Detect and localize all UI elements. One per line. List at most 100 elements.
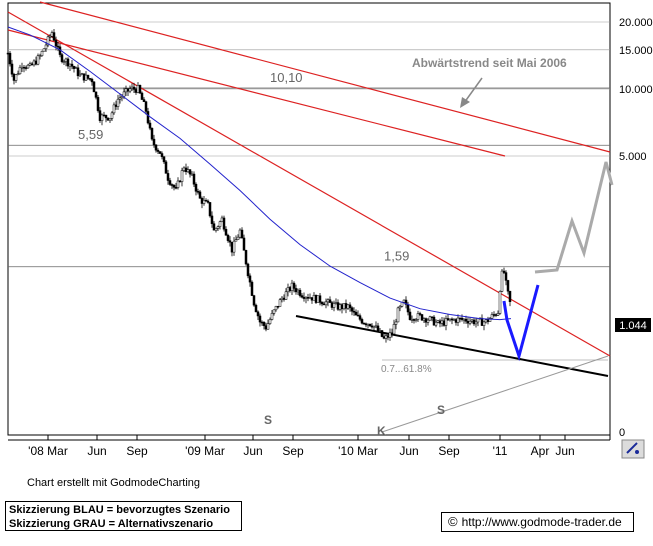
moving-average-line: [7, 26, 512, 321]
candle-body: [116, 98, 120, 107]
candle-body: [306, 297, 310, 299]
candle-body: [48, 36, 52, 38]
candle-body: [44, 44, 48, 50]
candle-body: [318, 295, 322, 303]
trend-arrow: [460, 77, 483, 108]
x-tick-label: Jun: [399, 444, 418, 458]
candle-body: [138, 85, 142, 94]
candle-body: [130, 86, 134, 89]
candle-body: [368, 323, 372, 327]
candle-body: [248, 275, 252, 283]
candle-body: [200, 198, 204, 204]
candle-body: [282, 297, 286, 300]
candle-body: [68, 63, 72, 67]
candle-body: [198, 191, 202, 199]
candle-body: [456, 317, 460, 323]
candle-body: [340, 304, 344, 310]
x-tick-label: Sep: [438, 444, 460, 458]
candle-body: [308, 297, 312, 299]
horizontal-levels: 10,10 5,59 1,59: [8, 70, 610, 361]
y-tick-label: 5.000: [619, 151, 647, 163]
y-axis-ticks: 20.000 15.000 10.000 5.000 0: [8, 17, 653, 439]
candle-body: [436, 320, 440, 323]
candle-body: [192, 173, 196, 185]
candle-body: [448, 318, 452, 321]
x-tick-label: '09 Mar: [185, 444, 225, 458]
pattern-s2-label: S: [437, 403, 445, 417]
candle-body: [388, 332, 392, 338]
candle-body: [310, 297, 314, 301]
candle-body: [8, 52, 12, 65]
candle-body: [418, 313, 422, 315]
candle-body: [216, 226, 220, 229]
downtrend-line-upper: [39, 1, 611, 153]
candle-body: [396, 307, 400, 323]
pencil-icon: [626, 442, 638, 454]
source-url[interactable]: http://www.godmode-trader.de: [461, 515, 622, 529]
candle-body: [66, 58, 70, 67]
candle-body: [492, 314, 496, 316]
x-tick-label: Jun: [555, 444, 574, 458]
candle-body: [134, 89, 138, 93]
candle-body: [272, 309, 276, 314]
candle-body: [458, 317, 462, 320]
candle-body: [210, 215, 214, 224]
candle-body: [424, 318, 428, 323]
candle-body: [324, 301, 328, 306]
candle-body: [148, 122, 152, 129]
candle-body: [238, 229, 242, 238]
candle-body: [360, 319, 364, 324]
candle-body: [430, 316, 434, 319]
candle-body: [270, 313, 274, 320]
candle-body: [442, 320, 446, 326]
candle-body: [392, 324, 396, 335]
candle-body: [410, 319, 414, 321]
candle-body: [276, 305, 280, 308]
candle-body: [62, 61, 66, 63]
candle-body: [160, 153, 164, 157]
candle-body: [484, 319, 488, 323]
candle-body: [358, 315, 362, 320]
source-url-box[interactable]: © http://www.godmode-trader.de: [441, 512, 634, 532]
level-label: 5,59: [78, 127, 103, 142]
trend-label: Abwärtstrend seit Mai 2006: [412, 56, 567, 70]
candle-body: [222, 217, 226, 230]
candle-body: [18, 66, 22, 75]
candle-body: [278, 299, 282, 307]
candle-body: [204, 200, 208, 202]
candle-body: [420, 314, 424, 321]
candle-body: [498, 291, 502, 314]
candle-body: [266, 323, 270, 330]
candle-body: [476, 318, 480, 323]
price-candles: [6, 29, 512, 343]
copyright-icon: ©: [448, 514, 458, 529]
candle-body: [180, 170, 184, 182]
candle-body: [120, 96, 124, 99]
candle-body: [298, 289, 302, 296]
candle-body: [64, 58, 68, 62]
candle-body: [168, 180, 172, 185]
candle-body: [260, 321, 264, 324]
candle-body: [500, 270, 504, 292]
candle-body: [230, 241, 234, 253]
candle-body: [86, 74, 90, 79]
candle-body: [82, 73, 86, 81]
candle-body: [378, 330, 382, 332]
candle-body: [128, 88, 132, 92]
candle-body: [494, 314, 498, 316]
candle-body: [356, 314, 360, 317]
x-tick-label: '11: [493, 444, 508, 458]
candle-body: [12, 73, 16, 81]
candle-body: [36, 55, 40, 65]
candle-body: [112, 104, 116, 114]
plot-frame: [7, 2, 611, 436]
candle-body: [322, 303, 326, 306]
candle-body: [416, 313, 420, 320]
last-price-value: 1.044: [619, 320, 647, 332]
candle-body: [156, 149, 160, 152]
candle-body: [362, 322, 366, 325]
candle-body: [454, 319, 458, 323]
chart-settings-widget[interactable]: [621, 439, 645, 459]
candle-body: [214, 228, 218, 231]
candle-body: [24, 67, 28, 69]
